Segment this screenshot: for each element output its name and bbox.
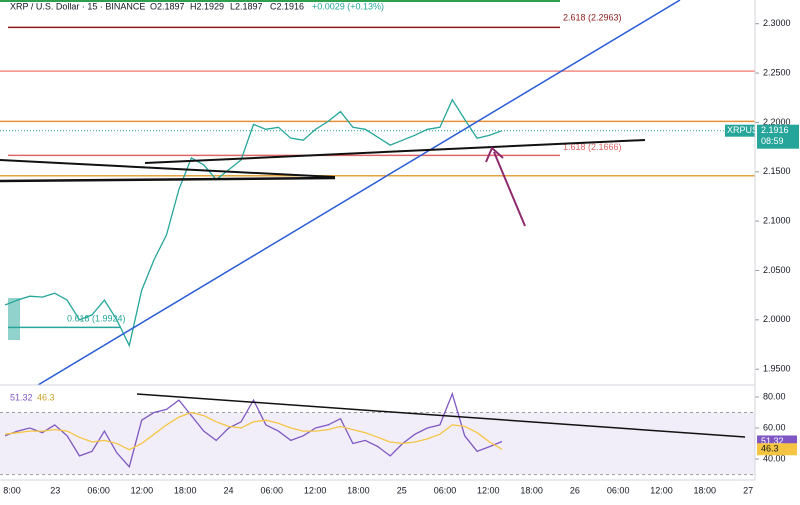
x-tick-label: 06:00 — [87, 485, 110, 495]
y-tick-label: 60.00 — [763, 422, 786, 432]
x-tick-label: 12:00 — [650, 485, 673, 495]
symbol-label: XRPUSD — [727, 125, 765, 135]
x-tick-label: 18:00 — [520, 485, 543, 495]
y-tick-label: 2.1500 — [763, 166, 791, 176]
chart-title: XRP / U.S. Dollar · 15 · BINANCE — [10, 1, 145, 11]
level-label: 2.618 (2.2963) — [563, 13, 622, 23]
x-tick-label: 06:00 — [607, 485, 630, 495]
y-tick-label: 2.0000 — [763, 314, 791, 324]
y-tick-label: 2.1000 — [763, 216, 791, 226]
highlight-box — [8, 298, 20, 340]
x-tick-label: 06:00 — [434, 485, 457, 495]
x-tick-label: 18:00 — [347, 485, 370, 495]
quote-value: +0.0029 (+0.13%) — [312, 1, 384, 11]
series-line — [4, 98, 503, 348]
y-tick-label: 2.0500 — [763, 265, 791, 275]
quote-value: C2.1916 — [270, 1, 304, 11]
quote-value: H2.1929 — [190, 1, 224, 11]
price-tag-label: 2.1916 — [761, 125, 789, 135]
x-tick-label: 26 — [570, 485, 580, 495]
x-tick-label: 8:00 — [3, 485, 21, 495]
quote-value: L2.1897 — [230, 1, 263, 11]
rsi-value: 51.32 — [10, 392, 33, 402]
quote: O2.1897 H2.1929 L2.1897 C2.1916 +0.0029 (+0.… — [150, 1, 384, 11]
trend-line — [136, 393, 746, 438]
series-line — [4, 411, 503, 451]
y-tick-label: 2.2000 — [763, 117, 791, 127]
value-tag — [757, 443, 797, 456]
value-tag-label: 46.3 — [761, 444, 779, 454]
trend-line — [0, 159, 336, 178]
x-tick-label: 12:00 — [131, 485, 154, 495]
price-tag — [757, 124, 799, 149]
trend-line — [37, 0, 681, 386]
x-tick-label: 24 — [223, 485, 233, 495]
level-label: 0.618 (1.9924) — [67, 314, 126, 324]
trend-line — [144, 139, 646, 164]
rsi-band — [0, 412, 755, 475]
x-tick-label: 12:00 — [477, 485, 500, 495]
arrow — [485, 146, 526, 227]
trend-line — [0, 176, 336, 183]
y-tick-label: 1.9500 — [763, 364, 791, 374]
y-tick-label: 80.00 — [763, 391, 786, 401]
quote-value: O2.1897 — [150, 1, 185, 11]
series-line — [4, 391, 503, 469]
x-tick-label: 18:00 — [174, 485, 197, 495]
symbol-tag — [725, 124, 755, 137]
y-tick-label: 40.00 — [763, 453, 786, 463]
level-label: 1.618 (2.1666) — [563, 142, 622, 152]
x-tick-label: 25 — [397, 485, 407, 495]
price-pane: 2.3000 2.2500 2.2000 2.1500 2.1000 2.0500 2.00… — [0, 13, 799, 374]
countdown-label: 08:59 — [761, 136, 784, 146]
y-tick-label: 2.2500 — [763, 67, 791, 77]
x-tick-label: 06:00 — [261, 485, 284, 495]
x-tick-label: 18:00 — [694, 485, 717, 495]
x-tick-label: 12:00 — [304, 485, 327, 495]
rsi-ma-value: 46.3 — [37, 392, 55, 402]
value-tag-label: 51.32 — [761, 436, 784, 446]
x-tick-label: 23 — [50, 485, 60, 495]
y-tick-label: 2.3000 — [763, 18, 791, 28]
x-tick-label: 27 — [743, 485, 753, 495]
